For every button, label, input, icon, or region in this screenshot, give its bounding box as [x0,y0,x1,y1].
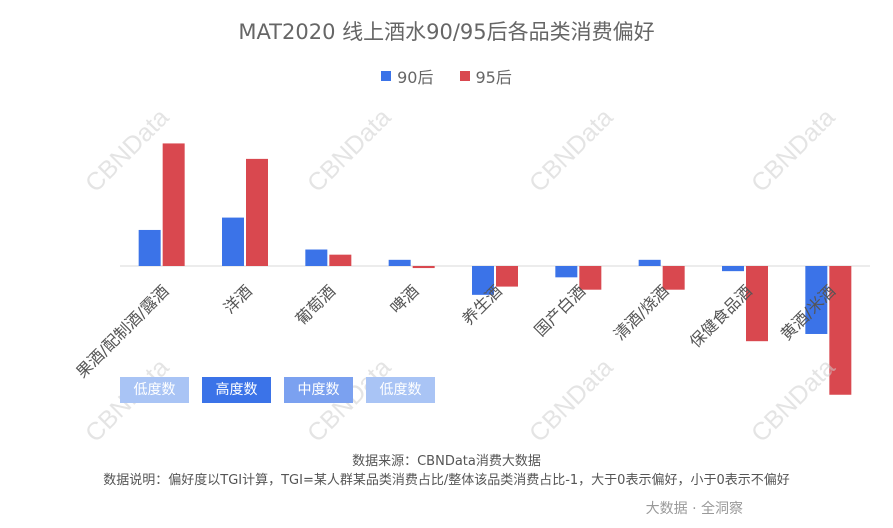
tag-high-strength: 高度数 [202,377,271,403]
tag-medium-strength: 中度数 [284,377,353,403]
bar-90-7 [722,266,744,272]
bar-95-3 [412,266,435,269]
data-source: 数据来源：CBNData消费大数据 [352,454,541,469]
bar-95-6 [662,266,685,290]
category-label-5: 国产白酒 [530,281,589,340]
brand-slogan: 大数据 · 全洞察 [645,501,743,517]
bar-90-8 [805,266,828,334]
bar-90-5 [555,266,578,278]
legend-label-90: 90后 [397,68,434,87]
bar-90-3 [388,259,411,266]
bar-90-4 [472,266,494,295]
legend-item-95: 95后 [459,64,512,88]
bar-90-1 [222,217,244,266]
bar-95-4 [496,266,518,287]
bar-90-2 [305,249,328,266]
legend-swatch-95 [459,71,470,81]
category-label-1: 洋酒 [220,281,256,317]
legend-item-90: 90后 [381,64,434,88]
legend-swatch-90 [381,71,392,81]
bar-90-0 [138,229,161,266]
category-label-6: 清酒/烧酒 [610,281,673,344]
data-note: 数据说明：偏好度以TGI计算，TGI=某人群某品类消费占比/整体该品类消费占比-… [103,473,790,488]
legend-label-95: 95后 [475,68,512,87]
tag-low-strength: 低度数 [120,377,189,403]
bar-95-2 [329,254,352,266]
bar-95-5 [579,266,602,290]
bar-95-7 [746,266,768,342]
category-label-3: 啤酒 [386,281,422,317]
bar-95-0 [162,143,185,266]
chart-title: MAT2020 线上酒水90/95后各品类消费偏好 [238,20,655,44]
alcohol-strength-tags: 低度数 高度数 中度数 低度数 [120,377,435,403]
bar-95-8 [829,266,852,395]
category-label-2: 葡萄酒 [292,281,339,328]
chart-legend: 90后 95后 [0,64,893,88]
bar-95-1 [246,158,268,266]
category-label-7: 保健食品酒 [686,281,756,351]
tag-low-strength: 低度数 [366,377,435,403]
bar-90-6 [638,259,661,266]
